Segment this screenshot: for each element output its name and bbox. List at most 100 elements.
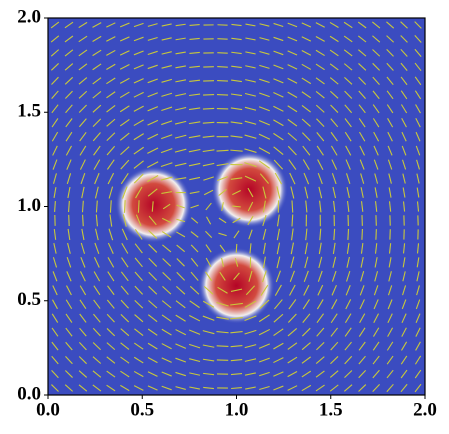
field-arrow [120, 370, 130, 378]
field-arrow [371, 21, 381, 29]
field-arrow [133, 64, 144, 70]
field-arrow [374, 271, 379, 282]
field-arrow [388, 201, 392, 212]
field-arrow [161, 371, 172, 377]
field-arrow [244, 134, 257, 139]
field-arrow [232, 217, 241, 224]
field-arrow [374, 187, 378, 198]
field-arrow [121, 242, 129, 254]
field-arrow [259, 92, 270, 98]
field-arrow [231, 37, 242, 41]
field-arrow [372, 76, 380, 85]
field-arrow [216, 93, 229, 96]
field-arrow [331, 270, 337, 282]
field-arrow [301, 36, 312, 42]
field-arrow [290, 186, 295, 199]
field-arrow [119, 119, 130, 127]
field-arrow [315, 104, 325, 113]
field-arrow [93, 313, 101, 323]
field-arrow [216, 345, 229, 348]
field-arrow [276, 256, 281, 269]
field-arrow [401, 341, 408, 351]
field-arrow [107, 271, 115, 282]
field-arrow [120, 342, 130, 350]
field-arrow [301, 132, 311, 142]
field-arrow [203, 386, 214, 390]
field-arrow [273, 105, 284, 112]
field-arrow [202, 315, 215, 321]
field-arrow [287, 50, 298, 56]
field-arrow [330, 341, 339, 351]
field-arrow [287, 356, 298, 364]
field-arrow [161, 314, 172, 322]
field-arrow [244, 344, 257, 349]
field-arrow [262, 270, 267, 283]
field-arrow [387, 327, 394, 337]
field-arrow [218, 232, 227, 237]
field-arrow [92, 327, 101, 337]
field-arrow [147, 357, 158, 364]
field-arrow [176, 285, 186, 295]
field-arrow [415, 327, 421, 337]
field-arrow [304, 242, 308, 255]
field-arrow [415, 299, 421, 310]
field-arrow [161, 328, 172, 336]
field-arrow [78, 63, 88, 71]
field-arrow [333, 228, 336, 241]
field-arrow [64, 35, 74, 43]
field-arrow [315, 63, 325, 71]
field-arrow [161, 78, 173, 83]
field-arrow [345, 145, 352, 156]
field-arrow [161, 300, 172, 309]
field-arrow [319, 200, 322, 213]
x-tick-label: 1.5 [319, 399, 343, 420]
field-arrow [106, 370, 116, 378]
field-arrow [92, 342, 101, 351]
field-arrow [344, 131, 352, 142]
field-arrow [65, 131, 73, 142]
field-arrow [401, 313, 407, 324]
field-arrow [52, 159, 58, 170]
field-arrow [79, 159, 86, 170]
field-arrow [161, 92, 173, 97]
field-arrow [361, 229, 363, 240]
field-arrow [95, 214, 98, 227]
field-arrow [248, 229, 253, 240]
field-arrow [344, 327, 352, 337]
field-arrow [119, 132, 130, 141]
field-arrow [302, 299, 310, 310]
field-arrow [317, 172, 323, 185]
field-arrow [134, 342, 144, 350]
field-arrow [374, 201, 378, 212]
field-arrow [414, 21, 422, 29]
field-arrow [231, 386, 242, 390]
field-arrow [386, 35, 395, 43]
field-arrow [93, 271, 101, 282]
field-arrow [416, 187, 420, 198]
field-arrow [402, 257, 406, 268]
field-arrow [147, 78, 158, 84]
field-arrow [287, 77, 298, 84]
field-arrow [188, 162, 201, 167]
field-arrow [175, 371, 186, 377]
field-arrow [318, 242, 322, 255]
field-arrow [259, 173, 269, 184]
field-arrow [402, 173, 406, 184]
field-arrow [359, 285, 365, 296]
field-arrow [330, 118, 339, 128]
field-arrow [331, 299, 338, 310]
field-arrow [330, 104, 339, 113]
field-arrow [315, 35, 325, 42]
field-arrow [52, 271, 58, 282]
field-arrow [301, 22, 312, 28]
field-arrow [273, 92, 284, 98]
field-arrow [147, 314, 158, 323]
field-arrow [387, 131, 393, 142]
field-arrow [161, 106, 173, 111]
field-arrow [175, 386, 186, 390]
field-arrow [148, 215, 157, 226]
field-arrow [273, 22, 284, 28]
field-arrow [245, 79, 256, 83]
field-arrow [258, 357, 270, 363]
field-arrow [133, 173, 144, 184]
